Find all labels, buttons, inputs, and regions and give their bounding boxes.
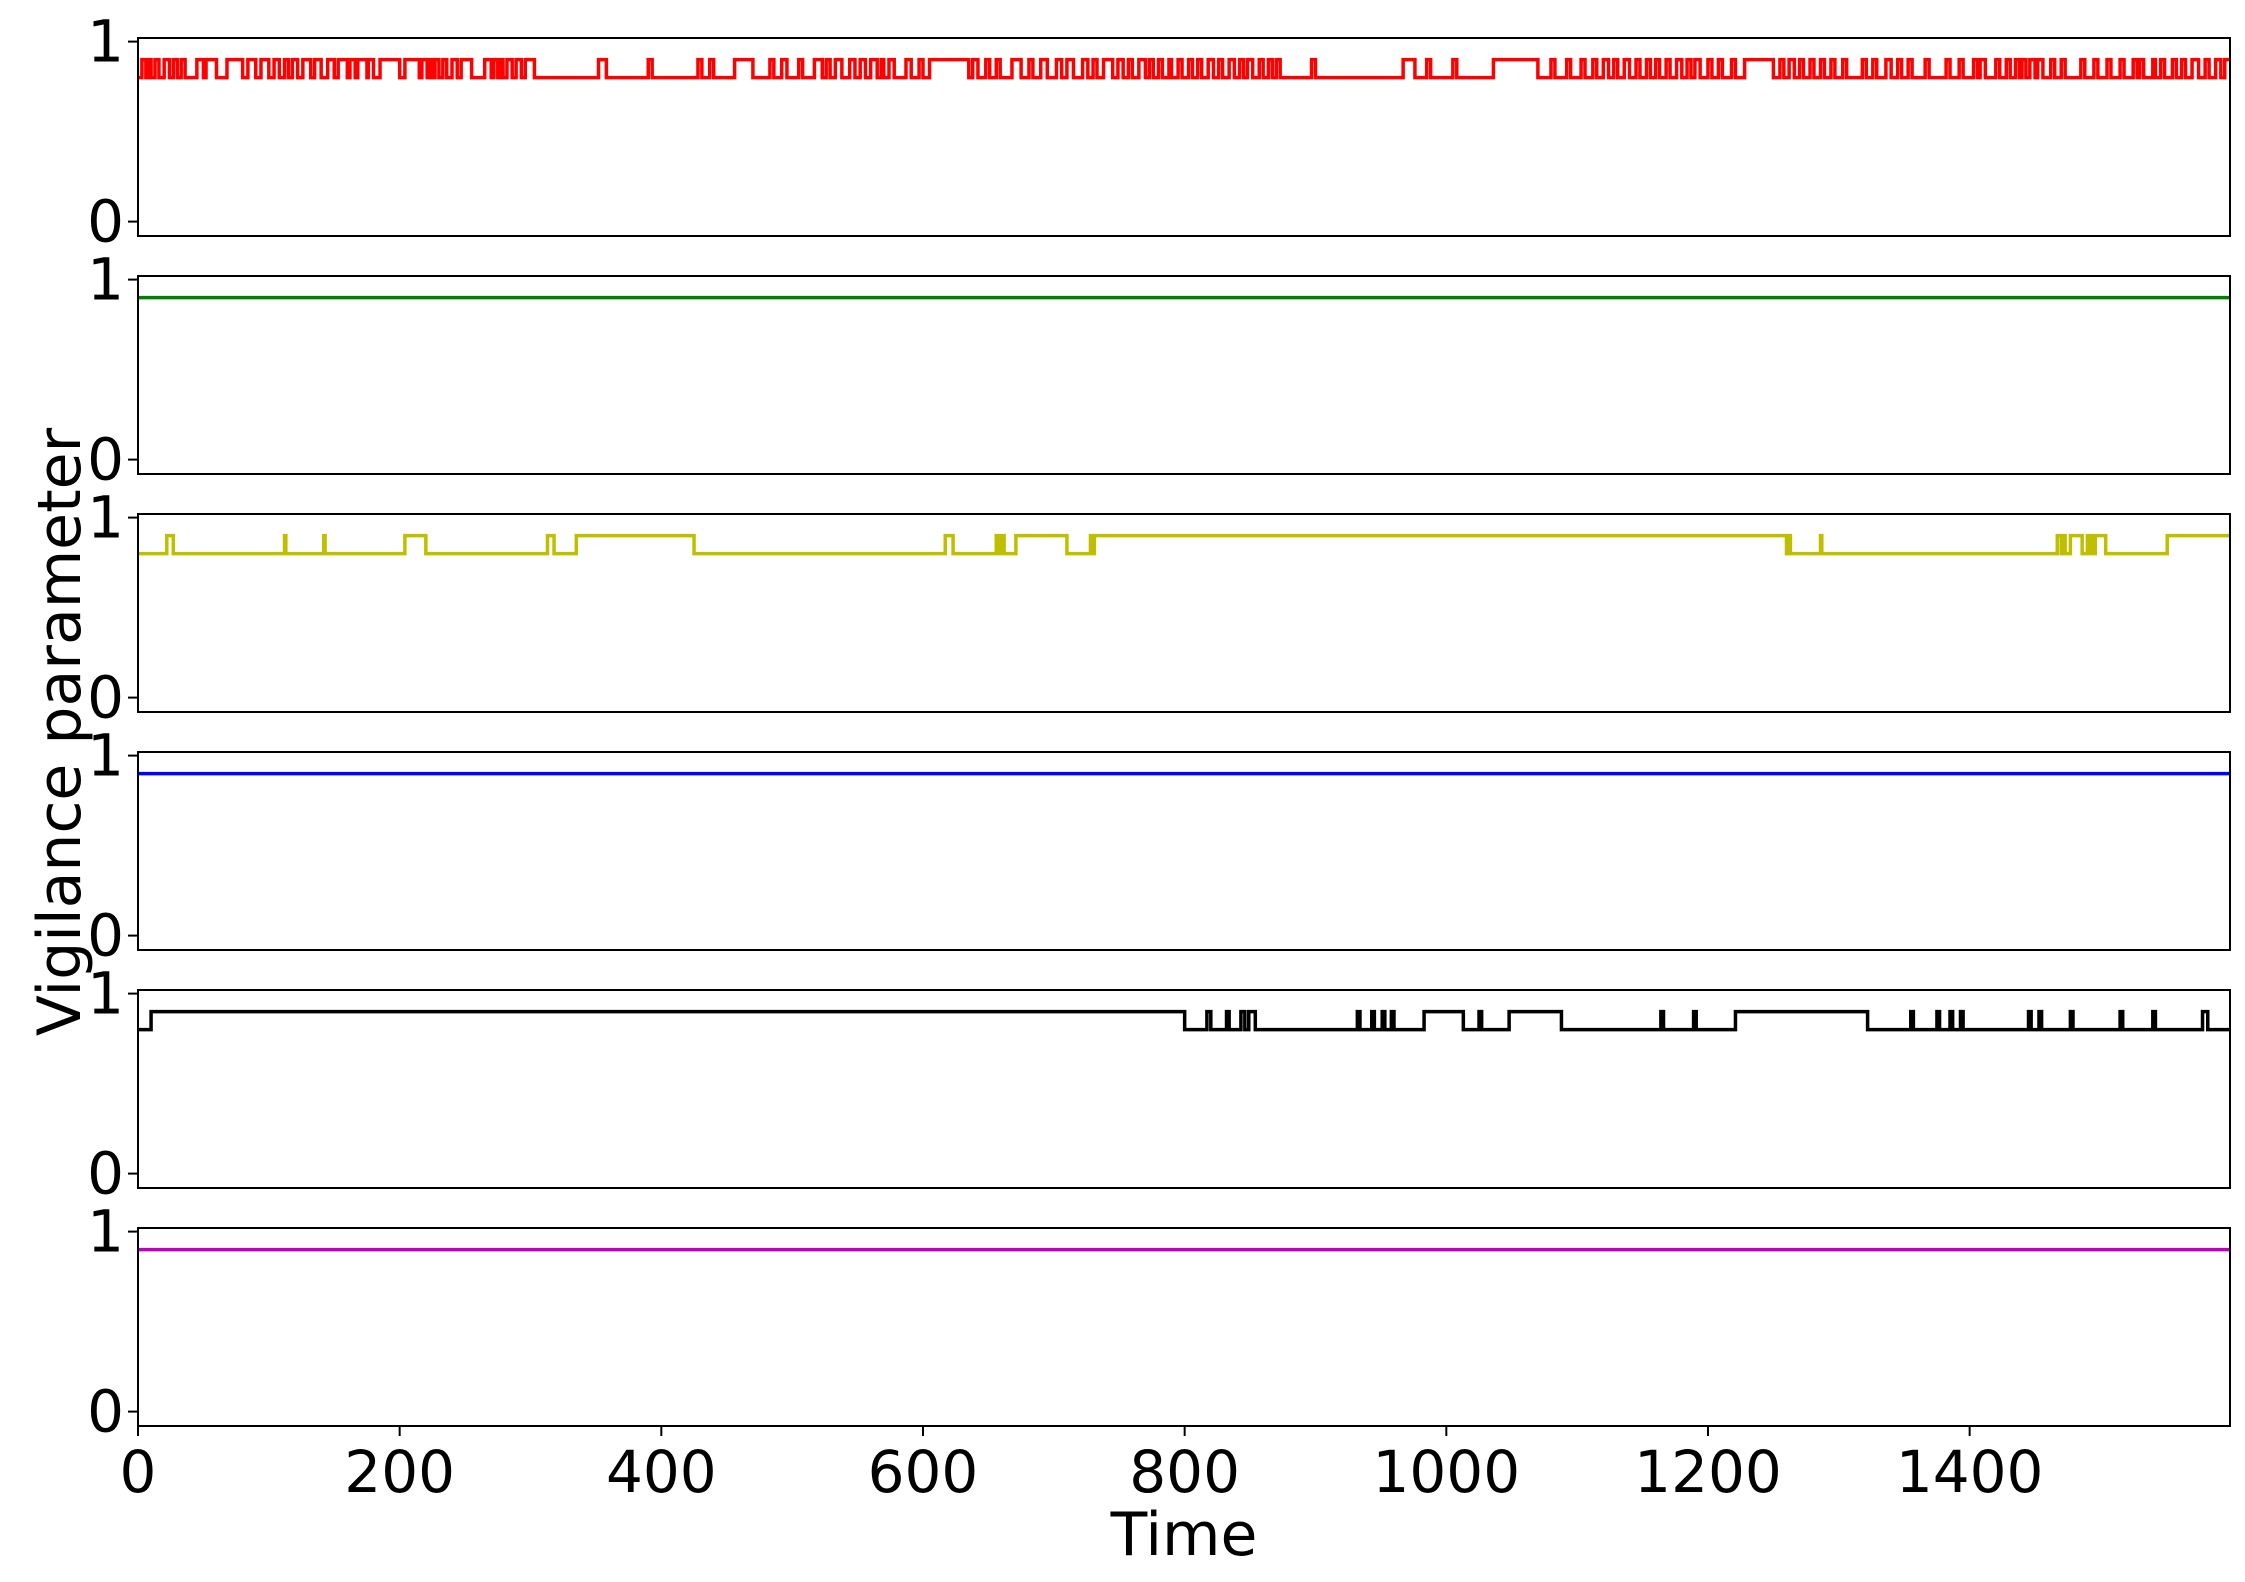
y-tick-label: 1 [87, 484, 124, 552]
y-tick-label: 0 [87, 188, 124, 256]
y-tick-label: 0 [87, 426, 124, 494]
subplot-frame [137, 513, 2231, 713]
y-tick-label: 0 [87, 1378, 124, 1446]
y-tick-label: 1 [87, 8, 124, 76]
x-tick-label: 400 [606, 1438, 717, 1506]
y-tick-label: 1 [87, 722, 124, 790]
y-tick-label: 1 [87, 960, 124, 1028]
x-tick-label: 200 [344, 1438, 455, 1506]
y-tick-label: 0 [87, 664, 124, 732]
x-tick-label: 0 [120, 1438, 157, 1506]
subplot-2: 01 [87, 246, 2231, 494]
series-line-1 [138, 57, 2230, 80]
y-axis-title: Vigilance parameter [25, 427, 95, 1036]
y-tick-label: 1 [87, 246, 124, 314]
subplot-6: 01 [87, 1198, 2231, 1446]
subplot-frame [137, 989, 2231, 1189]
x-tick-label: 1000 [1373, 1438, 1521, 1506]
subplot-frame [137, 751, 2231, 951]
subplot-3: 01 [87, 484, 2231, 732]
x-tick-label: 600 [868, 1438, 979, 1506]
y-tick-label: 0 [87, 1140, 124, 1208]
subplot-1: 01 [87, 8, 2231, 256]
series-line-3 [138, 533, 2230, 556]
x-tick-label: 1200 [1634, 1438, 1782, 1506]
y-tick-label: 1 [87, 1198, 124, 1266]
y-tick-label: 0 [87, 902, 124, 970]
x-tick-label: 1400 [1896, 1438, 2044, 1506]
x-axis-title: Time [1110, 1500, 1258, 1570]
subplot-5: 01 [87, 960, 2231, 1208]
subplot-frame [137, 37, 2231, 237]
subplot-frame [137, 275, 2231, 475]
x-tick-label: 800 [1129, 1438, 1240, 1506]
series-line-5 [138, 1009, 2230, 1032]
subplot-frame [137, 1227, 2231, 1427]
subplot-4: 01 [87, 722, 2231, 970]
x-axis: 0 200 400 600 800 1000 1200 1400 [120, 1426, 2044, 1506]
